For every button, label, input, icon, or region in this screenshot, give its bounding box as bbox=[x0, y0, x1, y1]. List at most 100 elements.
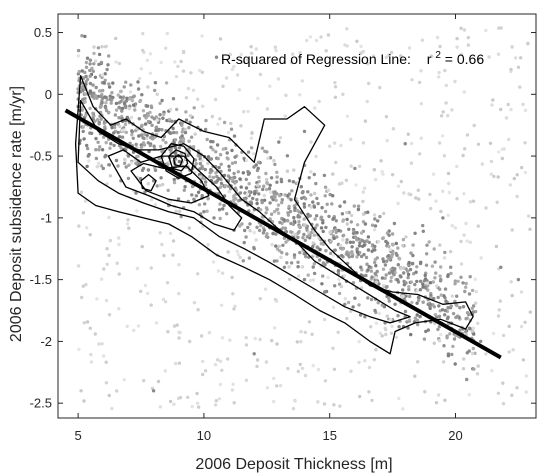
data-point bbox=[117, 116, 121, 120]
data-point bbox=[180, 123, 184, 127]
data-point bbox=[297, 215, 302, 219]
data-point bbox=[164, 300, 168, 304]
data-point bbox=[117, 105, 121, 110]
data-point bbox=[285, 169, 290, 173]
data-point bbox=[371, 54, 376, 58]
data-point bbox=[401, 237, 406, 242]
density-contour-6 bbox=[168, 149, 189, 172]
density-contours bbox=[74, 75, 474, 355]
data-point bbox=[214, 150, 218, 154]
data-point bbox=[172, 130, 176, 135]
data-point bbox=[418, 152, 422, 156]
data-point bbox=[435, 35, 440, 40]
data-point bbox=[214, 399, 218, 403]
data-point bbox=[415, 265, 419, 269]
data-point bbox=[374, 264, 378, 268]
data-point bbox=[130, 133, 134, 137]
data-point bbox=[198, 161, 202, 166]
data-point bbox=[193, 158, 198, 162]
data-point bbox=[262, 184, 266, 188]
data-point bbox=[187, 126, 191, 130]
data-point bbox=[479, 339, 483, 344]
data-point bbox=[257, 228, 262, 233]
data-point bbox=[509, 107, 513, 112]
data-point bbox=[336, 330, 340, 334]
data-point bbox=[504, 116, 509, 120]
data-point bbox=[303, 197, 308, 201]
data-point bbox=[232, 175, 237, 180]
data-point bbox=[341, 219, 345, 223]
data-point bbox=[262, 198, 267, 202]
data-point bbox=[183, 127, 187, 132]
data-point bbox=[262, 193, 266, 198]
data-point bbox=[168, 200, 173, 204]
data-point bbox=[100, 148, 105, 152]
data-point bbox=[244, 336, 248, 340]
data-point bbox=[171, 126, 175, 131]
data-point bbox=[349, 220, 353, 224]
data-point bbox=[431, 280, 435, 284]
data-point bbox=[83, 100, 87, 104]
data-point bbox=[107, 54, 111, 58]
data-point bbox=[293, 399, 297, 403]
data-point bbox=[247, 256, 252, 260]
data-point bbox=[472, 367, 476, 371]
data-point bbox=[353, 235, 358, 239]
data-point bbox=[275, 180, 279, 184]
data-point bbox=[268, 183, 272, 187]
data-point bbox=[467, 393, 471, 397]
data-point bbox=[373, 224, 378, 228]
data-point bbox=[306, 190, 310, 194]
data-point bbox=[384, 285, 388, 289]
data-point bbox=[159, 60, 163, 65]
data-point bbox=[465, 377, 469, 382]
data-point bbox=[350, 250, 354, 254]
data-point bbox=[357, 164, 362, 168]
data-point bbox=[232, 64, 236, 69]
data-point bbox=[421, 285, 425, 289]
data-point bbox=[211, 175, 216, 180]
data-point bbox=[315, 223, 319, 227]
data-point bbox=[414, 270, 418, 274]
data-point bbox=[518, 85, 522, 89]
data-point bbox=[462, 28, 467, 32]
data-point bbox=[77, 69, 82, 74]
data-point bbox=[372, 213, 377, 217]
data-point bbox=[434, 401, 439, 405]
data-point bbox=[453, 279, 457, 283]
data-point bbox=[128, 96, 132, 101]
data-point bbox=[322, 402, 327, 406]
data-point bbox=[122, 157, 127, 161]
data-point bbox=[107, 82, 111, 86]
data-point bbox=[428, 192, 432, 197]
data-point bbox=[196, 97, 200, 102]
data-point bbox=[416, 322, 420, 327]
data-point bbox=[366, 268, 370, 272]
data-point bbox=[471, 326, 475, 330]
data-point bbox=[249, 136, 253, 140]
data-point bbox=[141, 166, 146, 171]
data-point bbox=[103, 95, 107, 99]
data-point bbox=[218, 382, 223, 387]
data-point bbox=[497, 150, 501, 154]
data-point bbox=[409, 251, 413, 255]
data-point bbox=[442, 256, 447, 260]
data-point bbox=[375, 256, 379, 260]
data-point bbox=[462, 192, 466, 196]
data-point bbox=[437, 141, 442, 145]
data-point bbox=[479, 256, 483, 260]
data-point bbox=[484, 206, 488, 210]
data-point bbox=[168, 399, 173, 404]
data-point bbox=[385, 138, 389, 143]
data-point bbox=[361, 220, 366, 224]
data-point bbox=[384, 332, 388, 337]
data-point bbox=[309, 205, 313, 209]
data-point bbox=[438, 274, 442, 278]
data-point bbox=[494, 244, 499, 249]
data-point bbox=[273, 162, 277, 167]
data-point bbox=[220, 336, 225, 340]
data-point bbox=[282, 59, 286, 64]
data-point bbox=[348, 240, 353, 244]
data-point bbox=[280, 200, 284, 205]
data-point bbox=[291, 180, 295, 184]
